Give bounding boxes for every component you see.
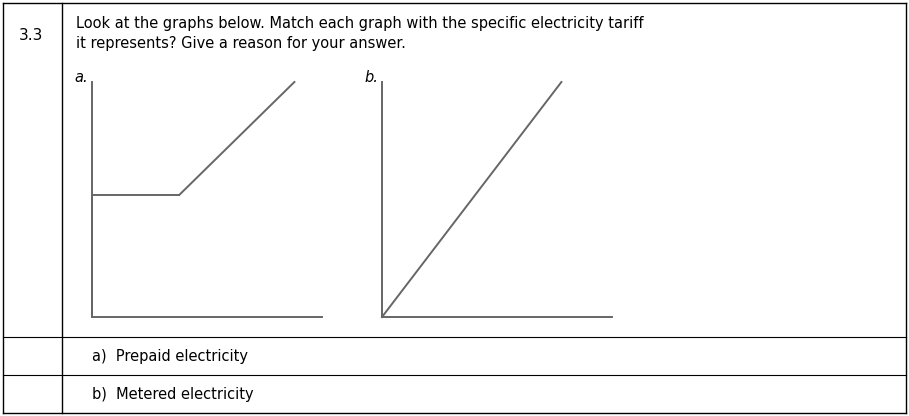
Text: b.: b.: [364, 70, 378, 85]
Text: a)  Prepaid electricity: a) Prepaid electricity: [92, 349, 248, 364]
Text: Look at the graphs below. Match each graph with the specific electricity tariff: Look at the graphs below. Match each gra…: [76, 16, 644, 31]
Text: a.: a.: [74, 70, 87, 85]
Text: 3.3: 3.3: [19, 28, 44, 43]
Text: it represents? Give a reason for your answer.: it represents? Give a reason for your an…: [76, 36, 406, 51]
Text: b)  Metered electricity: b) Metered electricity: [92, 386, 254, 401]
